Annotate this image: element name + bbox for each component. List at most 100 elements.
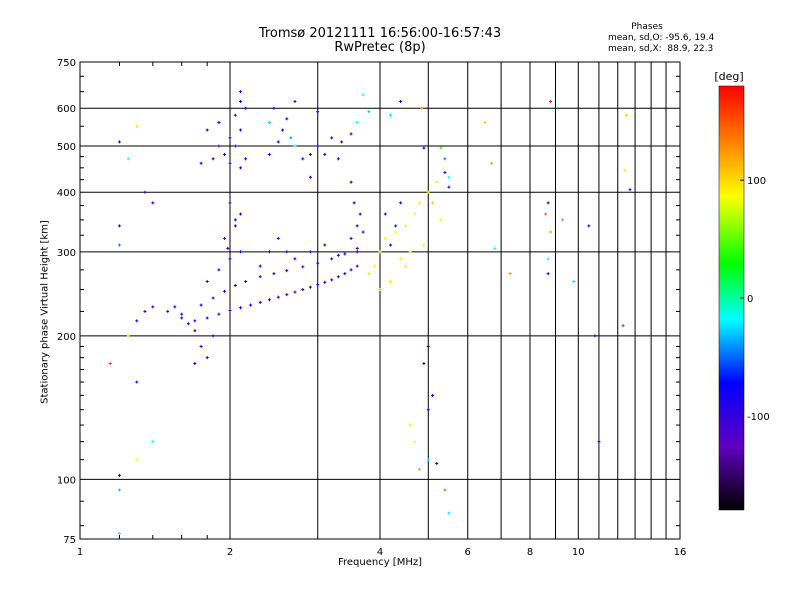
x-tick-label: 4	[377, 547, 383, 558]
data-point	[293, 257, 297, 261]
data-point	[378, 288, 382, 292]
data-point	[349, 236, 353, 240]
data-point	[403, 224, 407, 228]
data-point	[249, 303, 253, 307]
colorbar-tick-label: 0	[747, 294, 753, 305]
data-point	[301, 265, 305, 269]
data-point	[349, 180, 353, 184]
data-point	[413, 440, 417, 444]
data-point	[420, 106, 424, 110]
data-point	[217, 121, 221, 125]
data-point	[135, 124, 139, 128]
data-point	[239, 90, 243, 94]
data-point	[343, 272, 347, 276]
data-point	[239, 212, 243, 216]
x-tick-label: 10	[572, 547, 585, 558]
data-point	[276, 236, 280, 240]
data-point	[308, 175, 312, 179]
data-point	[173, 305, 177, 309]
data-point	[399, 257, 403, 261]
data-point	[180, 316, 184, 320]
data-point	[239, 99, 243, 103]
data-point	[349, 132, 353, 136]
data-point	[205, 316, 209, 320]
data-point	[244, 157, 248, 161]
data-point	[330, 257, 334, 261]
data-point	[355, 121, 359, 125]
data-point	[349, 268, 353, 272]
x-tick-label: 16	[674, 547, 687, 558]
data-point	[205, 356, 209, 360]
data-point	[394, 230, 398, 234]
data-point	[228, 201, 232, 205]
data-point	[223, 289, 227, 293]
data-point	[435, 461, 439, 465]
data-point	[289, 136, 293, 140]
data-point	[439, 218, 443, 222]
data-point	[272, 106, 276, 110]
data-point	[293, 290, 297, 294]
data-point	[258, 300, 262, 304]
data-point	[394, 224, 398, 228]
data-point	[431, 393, 435, 397]
data-point	[355, 250, 359, 254]
data-point	[211, 334, 215, 338]
data-point	[267, 250, 271, 254]
data-point	[117, 140, 121, 144]
data-point	[258, 264, 262, 268]
data-point	[621, 324, 625, 328]
data-point	[267, 121, 271, 125]
data-point	[308, 250, 312, 254]
data-point	[233, 113, 237, 117]
data-point	[561, 218, 565, 222]
data-point	[343, 252, 347, 256]
data-point	[447, 185, 451, 189]
data-point	[117, 488, 121, 492]
colorbar-tick-label: -100	[747, 412, 770, 423]
data-point	[330, 136, 334, 140]
data-point	[143, 309, 147, 313]
data-point	[267, 152, 271, 156]
data-point	[217, 312, 221, 316]
data-points	[108, 90, 632, 536]
data-point	[151, 201, 155, 205]
data-point	[199, 161, 203, 165]
data-point	[239, 166, 243, 170]
data-point	[340, 140, 344, 144]
data-point	[301, 288, 305, 292]
data-point	[358, 212, 362, 216]
data-point	[135, 458, 139, 462]
axis-ticks: 1 2 4 6 8 10 16 75 100 200 300 400 500 600 750	[57, 58, 686, 558]
y-tick-label: 400	[57, 188, 76, 199]
data-point	[199, 303, 203, 307]
x-axis-label: Frequency [MHz]	[337, 557, 423, 568]
data-point	[228, 161, 232, 165]
data-point	[546, 201, 550, 205]
data-point	[572, 279, 576, 283]
data-point	[403, 264, 407, 268]
data-point	[422, 243, 426, 247]
data-point	[258, 275, 262, 279]
data-point	[285, 250, 289, 254]
data-point	[135, 319, 139, 323]
data-point	[193, 329, 197, 333]
data-point	[330, 278, 334, 282]
data-point	[211, 157, 215, 161]
data-point	[443, 170, 447, 174]
data-point	[546, 257, 550, 261]
stats-heading: Phases	[631, 22, 663, 32]
data-point	[593, 334, 597, 338]
data-point	[483, 121, 487, 125]
data-point	[151, 305, 155, 309]
data-point	[301, 157, 305, 161]
data-point	[378, 250, 382, 254]
data-point	[355, 264, 359, 268]
data-point	[267, 298, 271, 302]
colorbar	[718, 85, 745, 511]
data-point	[233, 283, 237, 287]
data-point	[367, 272, 371, 276]
data-point	[399, 201, 403, 205]
data-point	[239, 250, 243, 254]
data-point	[285, 269, 289, 273]
